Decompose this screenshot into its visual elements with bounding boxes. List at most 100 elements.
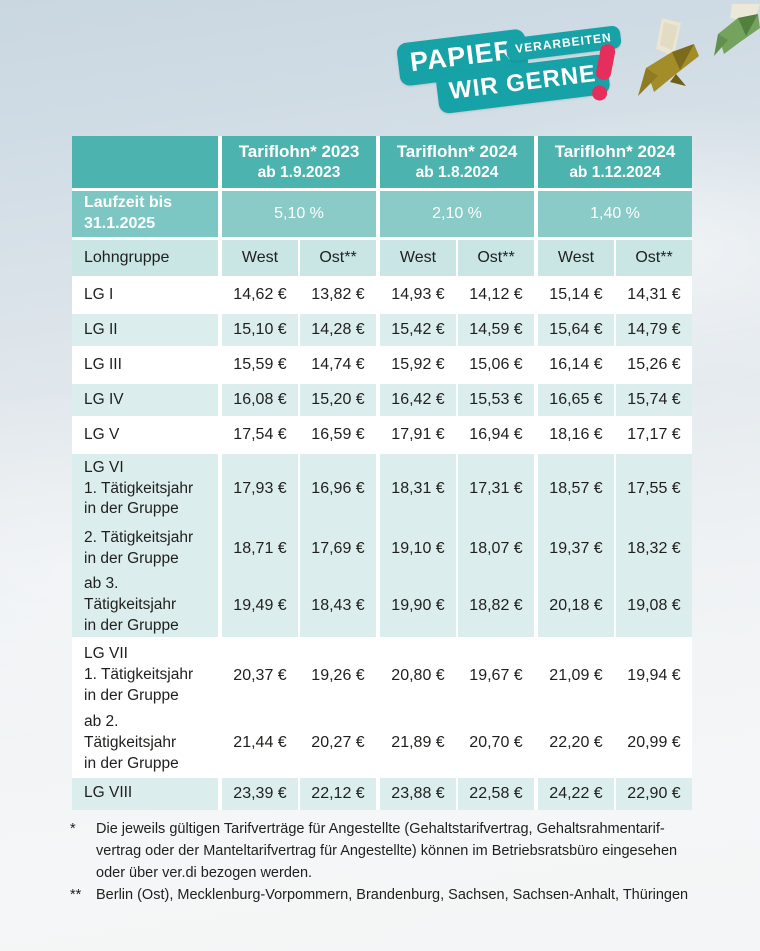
ost-header: Ost**: [300, 240, 376, 276]
wage-cell: 19,26 €: [300, 639, 376, 712]
wage-cell: 16,96 €: [300, 454, 376, 524]
footnotes: * Die jeweils gültigen Tarifverträge für…: [70, 818, 710, 906]
west-header: West: [222, 240, 298, 276]
wage-cell: 18,43 €: [300, 574, 376, 637]
footnote-text: Die jeweils gültigen Tarifverträge für A…: [96, 821, 678, 881]
ost-header: Ost**: [458, 240, 534, 276]
wage-cell: 19,49 €: [222, 574, 298, 637]
table-row-lg1: LG I 14,62 € 13,82 € 14,93 € 14,12 € 15,…: [72, 279, 692, 311]
table-row-lg8: LG VIII 23,39 € 22,12 € 23,88 € 22,58 € …: [72, 777, 692, 810]
wage-cell: 20,18 €: [538, 574, 614, 637]
table-row-lg6-year3: ab 3. Tätigkeitsjahr in der Gruppe 19,49…: [72, 574, 692, 637]
wage-cell: 20,27 €: [300, 711, 376, 775]
header-group-2024-aug: Tariflohn* 2024 ab 1.8.2024: [380, 136, 534, 188]
wage-cell: 24,22 €: [538, 777, 614, 810]
rate-cell: 5,10 %: [222, 191, 376, 237]
table-block-lg7: LG VII 1. Tätigkeitsjahr in der Gruppe 2…: [72, 639, 692, 775]
wage-cell: 15,06 €: [458, 349, 534, 381]
footnote-tarifvertraege: * Die jeweils gültigen Tarifverträge für…: [70, 818, 710, 884]
origami-money-bird-green-icon: [714, 4, 760, 65]
rate-cell: 1,40 %: [538, 191, 692, 237]
wage-cell: 16,14 €: [538, 349, 614, 381]
wage-cell: 15,14 €: [538, 279, 614, 311]
wage-cell: 19,10 €: [380, 524, 456, 574]
wage-cell: 17,31 €: [458, 454, 534, 524]
wage-cell: 18,57 €: [538, 454, 614, 524]
rate-row: Laufzeit bis 31.1.2025 5,10 % 2,10 % 1,4…: [72, 191, 692, 237]
wage-cell: 20,80 €: [380, 639, 456, 712]
wage-cell: 17,91 €: [380, 419, 456, 451]
wage-cell: 14,93 €: [380, 279, 456, 311]
table-row-lg6-year1: LG VI 1. Tätigkeitsjahr in der Gruppe 17…: [72, 454, 692, 524]
wage-cell: 17,55 €: [616, 454, 692, 524]
wage-cell: 15,59 €: [222, 349, 298, 381]
wage-cell: 21,44 €: [222, 711, 298, 775]
footnote-ost-regions: ** Berlin (Ost), Mecklenburg-Vorpommern,…: [70, 884, 710, 906]
footnote-marker: **: [70, 887, 82, 903]
wage-cell: 15,20 €: [300, 384, 376, 416]
wage-cell: 19,37 €: [538, 524, 614, 574]
wage-cell: 15,74 €: [616, 384, 692, 416]
wage-cell: 22,58 €: [458, 777, 534, 810]
wage-cell: 17,69 €: [300, 524, 376, 574]
wage-cell: 14,28 €: [300, 314, 376, 346]
wage-cell: 16,42 €: [380, 384, 456, 416]
wage-cell: 14,59 €: [458, 314, 534, 346]
wage-table: Tariflohn* 2023 ab 1.9.2023 Tariflohn* 2…: [72, 136, 692, 810]
wage-cell: 18,71 €: [222, 524, 298, 574]
wage-cell: 19,67 €: [458, 639, 534, 712]
wage-cell: 20,99 €: [616, 711, 692, 775]
wage-cell: 17,17 €: [616, 419, 692, 451]
header-group-subtitle: ab 1.8.2024: [415, 163, 499, 181]
row-label: LG VI 1. Tätigkeitsjahr in der Gruppe: [72, 454, 218, 524]
wage-cell: 13,82 €: [300, 279, 376, 311]
row-label: ab 2. Tätigkeitsjahr in der Gruppe: [72, 711, 218, 775]
wage-cell: 17,54 €: [222, 419, 298, 451]
west-header: West: [380, 240, 456, 276]
wage-cell: 16,08 €: [222, 384, 298, 416]
row-label: ab 3. Tätigkeitsjahr in der Gruppe: [72, 574, 218, 637]
wage-cell: 23,39 €: [222, 777, 298, 810]
west-header: West: [538, 240, 614, 276]
wage-cell: 14,62 €: [222, 279, 298, 311]
wage-cell: 22,12 €: [300, 777, 376, 810]
origami-money-bird-gold-icon: [636, 16, 706, 109]
wage-cell: 14,31 €: [616, 279, 692, 311]
wage-cell: 15,10 €: [222, 314, 298, 346]
header-group-title: Tariflohn* 2024: [554, 141, 676, 161]
wage-cell: 16,65 €: [538, 384, 614, 416]
table-block-lg6: LG VI 1. Tätigkeitsjahr in der Gruppe 17…: [72, 454, 692, 637]
wage-cell: 18,16 €: [538, 419, 614, 451]
row-label: LG III: [72, 349, 218, 381]
row-label: LG VIII: [72, 777, 218, 810]
wage-cell: 21,09 €: [538, 639, 614, 712]
row-label: LG I: [72, 279, 218, 311]
table-row-lg3: LG III 15,59 € 14,74 € 15,92 € 15,06 € 1…: [72, 349, 692, 381]
wage-cell: 19,90 €: [380, 574, 456, 637]
wage-cell: 18,07 €: [458, 524, 534, 574]
lohngruppe-header: Lohngruppe: [72, 240, 218, 276]
header-group-2023: Tariflohn* 2023 ab 1.9.2023: [222, 136, 376, 188]
header-group-2024-dec: Tariflohn* 2024 ab 1.12.2024: [538, 136, 692, 188]
table-row-lg6-year2: 2. Tätigkeitsjahr in der Gruppe 18,71 € …: [72, 524, 692, 574]
laufzeit-label: Laufzeit bis 31.1.2025: [72, 191, 218, 237]
wage-cell: 15,42 €: [380, 314, 456, 346]
wage-cell: 20,70 €: [458, 711, 534, 775]
wage-cell: 15,92 €: [380, 349, 456, 381]
wage-cell: 18,31 €: [380, 454, 456, 524]
wage-cell: 14,79 €: [616, 314, 692, 346]
wage-cell: 18,32 €: [616, 524, 692, 574]
header-group-title: Tariflohn* 2024: [396, 141, 518, 161]
wage-cell: 22,20 €: [538, 711, 614, 775]
wage-cell: 19,08 €: [616, 574, 692, 637]
wage-cell: 21,89 €: [380, 711, 456, 775]
table-row-lg4: LG IV 16,08 € 15,20 € 16,42 € 15,53 € 16…: [72, 384, 692, 416]
row-label: LG II: [72, 314, 218, 346]
table-row-lg7-year1: LG VII 1. Tätigkeitsjahr in der Gruppe 2…: [72, 639, 692, 712]
wage-cell: 15,53 €: [458, 384, 534, 416]
wage-cell: 14,12 €: [458, 279, 534, 311]
wage-cell: 20,37 €: [222, 639, 298, 712]
wage-cell: 23,88 €: [380, 777, 456, 810]
wage-cell: 19,94 €: [616, 639, 692, 712]
wage-cell: 22,90 €: [616, 777, 692, 810]
